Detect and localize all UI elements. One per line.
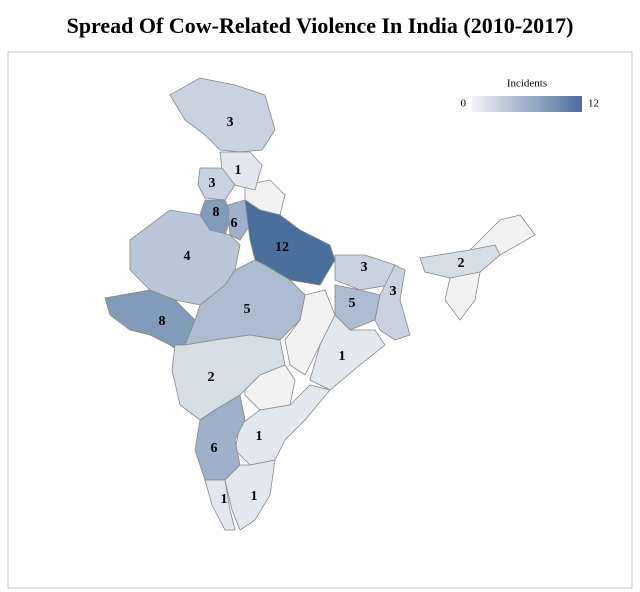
region xyxy=(227,199,251,241)
region xyxy=(309,314,386,391)
region xyxy=(194,394,246,481)
region-label: 3 xyxy=(390,284,397,299)
region-label: 4 xyxy=(184,249,191,264)
legend-max: 12 xyxy=(588,98,599,110)
region-label: 8 xyxy=(159,314,166,329)
region xyxy=(284,289,336,376)
region-label: 5 xyxy=(349,296,356,311)
region-label: 5 xyxy=(244,302,251,317)
region xyxy=(169,77,276,153)
region xyxy=(374,264,411,341)
region-label: 6 xyxy=(211,441,218,456)
legend-min: 0 xyxy=(461,98,467,110)
region-label: 8 xyxy=(213,205,220,220)
legend-title: Incidents xyxy=(507,78,547,90)
map-frame xyxy=(7,51,633,589)
regions xyxy=(104,77,501,531)
region-label: 3 xyxy=(209,176,216,191)
region-label: 1 xyxy=(235,163,242,178)
region-label: 1 xyxy=(251,489,258,504)
region xyxy=(419,244,501,279)
region xyxy=(244,199,336,286)
region-label: 1 xyxy=(256,429,263,444)
region-label: 1 xyxy=(221,492,228,507)
region xyxy=(234,384,331,466)
region-label: 2 xyxy=(208,370,215,385)
region-label: 1 xyxy=(339,349,346,364)
region-label: 3 xyxy=(361,260,368,275)
region-label: 2 xyxy=(458,256,465,271)
region xyxy=(171,334,286,421)
chart-title: Spread Of Cow-Related Violence In India … xyxy=(67,13,574,38)
region-label: 12 xyxy=(275,240,289,255)
legend-bar xyxy=(472,96,582,112)
region xyxy=(224,459,276,531)
region-label: 6 xyxy=(231,216,238,231)
region-label: 3 xyxy=(227,115,234,130)
